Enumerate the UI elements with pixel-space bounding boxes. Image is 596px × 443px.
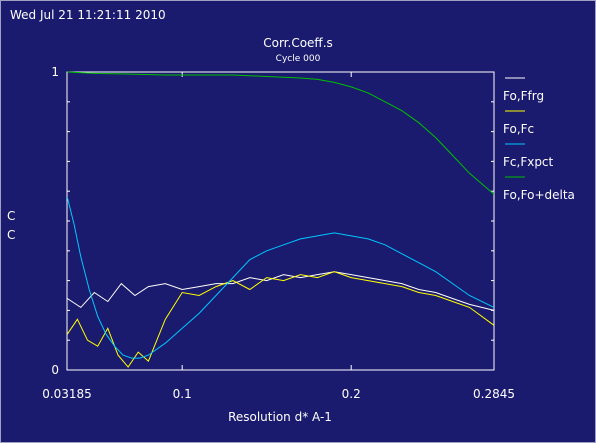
x-tick-label: 0.2 bbox=[342, 387, 361, 401]
legend-label-1: Fo,Ffrg bbox=[503, 89, 544, 103]
y-axis-label: C C bbox=[7, 209, 16, 242]
chart-subtitle: Cycle 000 bbox=[275, 54, 321, 64]
x-tick-label: 0.03185 bbox=[42, 387, 92, 401]
series-line-4 bbox=[67, 71, 495, 195]
series-line-2 bbox=[66, 271, 495, 368]
legend-label-4: Fo,Fo+delta bbox=[503, 188, 575, 202]
y-tick-label: 0 bbox=[51, 363, 59, 377]
x-tick-label: 0.2845 bbox=[473, 387, 515, 401]
legend-label-2: Fo,Fc bbox=[503, 122, 534, 136]
x-tick-label: 0.1 bbox=[173, 387, 192, 401]
plot-area-frame bbox=[66, 71, 495, 371]
timestamp: Wed Jul 21 11:21:11 2010 bbox=[10, 8, 166, 22]
legend-label-3: Fc,Fxpct bbox=[503, 155, 554, 169]
chart-title: Corr.Coeff.s bbox=[263, 36, 333, 50]
series-line-1 bbox=[67, 271, 495, 311]
x-axis-label: Resolution d* A-1 bbox=[228, 410, 332, 424]
y-tick-label: 1 bbox=[51, 65, 59, 79]
series-line-3 bbox=[66, 197, 495, 359]
